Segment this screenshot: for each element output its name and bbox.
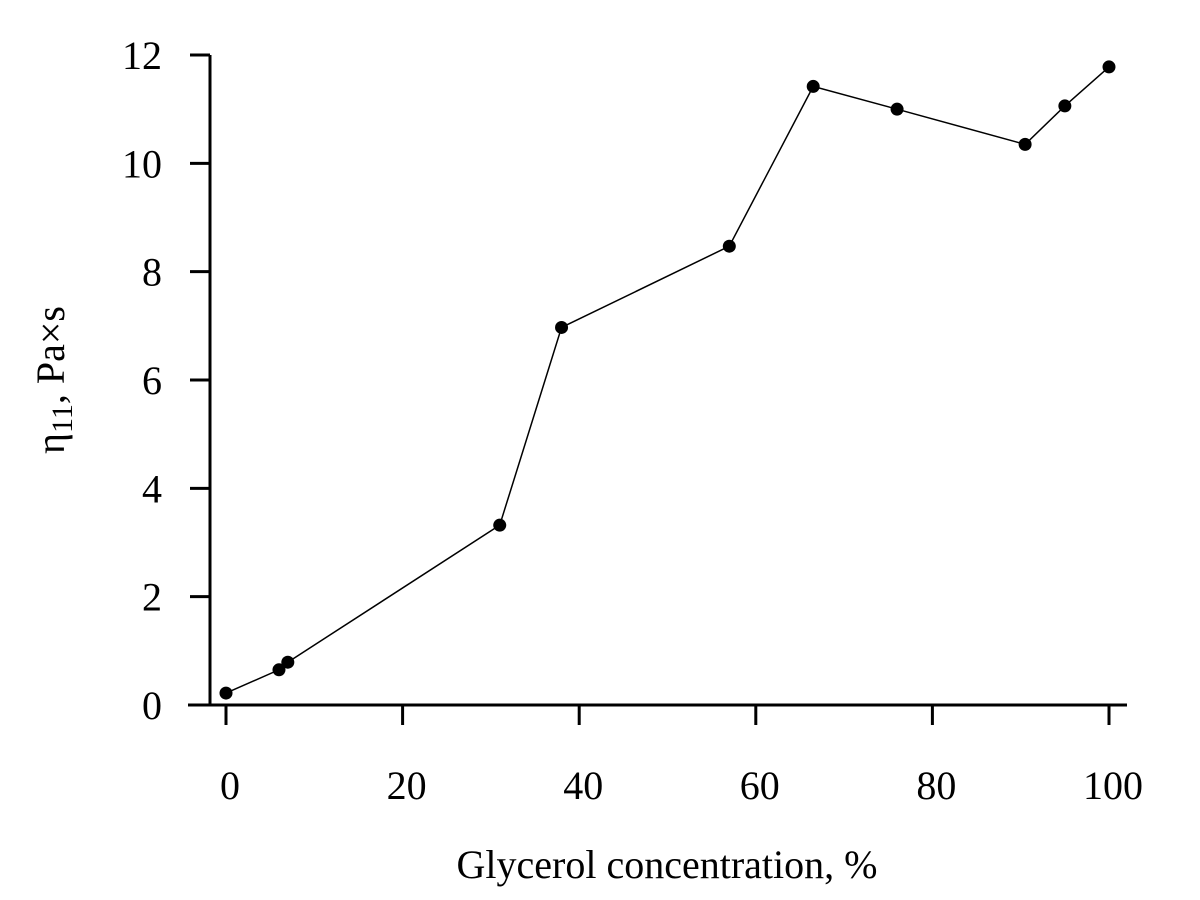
y-axis-title-unit: , Pa×s [28,306,73,404]
data-point [1018,137,1032,151]
x-tick-label: 0 [220,763,240,808]
y-tick-label: 2 [142,575,162,620]
x-tick-label: 100 [1083,763,1143,808]
data-point [1102,60,1116,74]
x-axis-title: Glycerol concentration, % [457,842,878,887]
data-point [890,102,904,116]
y-tick-label: 12 [122,33,162,78]
x-ticks: 0 20 40 60 80 100 [220,705,1143,808]
data-point [272,663,286,677]
x-tick-label: 80 [916,763,956,808]
x-tick-label: 40 [563,763,603,808]
data-point [806,79,820,93]
axes [188,55,1127,707]
series-line [225,66,1110,694]
x-tick-label: 20 [387,763,427,808]
data-point [1058,99,1072,113]
y-axis-title: η11, Pa×s [28,306,79,454]
y-tick-label: 6 [142,358,162,403]
data-point [219,686,233,700]
x-tick-label: 60 [740,763,780,808]
data-point [722,239,736,253]
y-tick-label: 8 [142,250,162,295]
y-tick-label: 4 [142,466,162,511]
y-ticks: 0 2 4 6 8 10 12 [122,33,210,728]
y-tick-label: 0 [142,683,162,728]
data-point [281,655,295,669]
series-group [219,60,1116,700]
y-tick-label: 10 [122,141,162,186]
y-axis-title-subscript: 11 [46,404,79,433]
data-point [493,518,507,532]
data-point [555,320,569,334]
y-axis-title-symbol: η [28,433,73,454]
